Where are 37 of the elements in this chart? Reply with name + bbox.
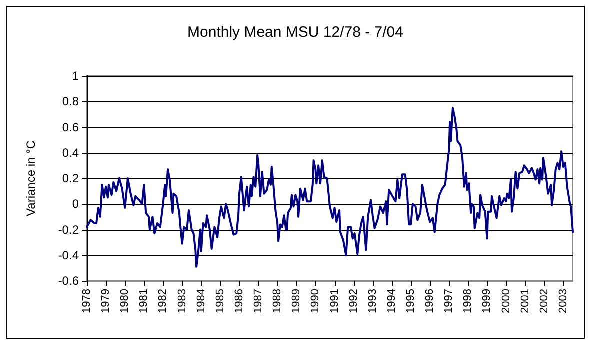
x-tick-label: 1992 bbox=[348, 289, 360, 314]
y-tick-label: 0.8 bbox=[62, 94, 80, 109]
x-tick-label: 1990 bbox=[310, 289, 322, 314]
x-tick-label: 1978 bbox=[81, 289, 93, 314]
y-tick-label: -0.4 bbox=[58, 248, 80, 262]
x-tick-label: 1982 bbox=[157, 289, 170, 314]
x-tick-label: 2002 bbox=[538, 289, 550, 314]
y-tick-label: -0.6 bbox=[58, 274, 80, 288]
x-tick-label: 1987 bbox=[252, 289, 265, 314]
chart-title: Monthly Mean MSU 12/78 - 7/04 bbox=[188, 24, 404, 41]
x-tick-label: 1979 bbox=[100, 289, 112, 314]
x-tick-label: 1991 bbox=[328, 289, 341, 314]
y-tick-label: 0.4 bbox=[62, 146, 80, 160]
y-tick-label: 0.6 bbox=[62, 120, 80, 134]
x-tick-label: 1983 bbox=[176, 289, 188, 314]
y-tick-label: 1 bbox=[72, 69, 80, 83]
x-tick-label: 1985 bbox=[214, 289, 226, 314]
x-tick-label: 1984 bbox=[195, 289, 208, 314]
x-tick-label: 1997 bbox=[443, 289, 456, 314]
x-tick-label: 1980 bbox=[119, 289, 132, 314]
x-tick-label: 1994 bbox=[386, 289, 398, 314]
x-tick-label: 1996 bbox=[424, 289, 436, 314]
y-tick-label: 0 bbox=[72, 197, 80, 212]
x-tick-label: 1989 bbox=[290, 289, 303, 314]
x-tick-label: 1999 bbox=[481, 289, 494, 314]
x-tick-label: 1986 bbox=[233, 289, 246, 314]
x-tick-label: 2000 bbox=[500, 289, 512, 314]
x-tick-label: 2001 bbox=[519, 289, 532, 314]
x-tick-label: 1981 bbox=[138, 289, 150, 314]
y-tick-label: -0.2 bbox=[58, 222, 80, 237]
y-tick-label: 0.2 bbox=[62, 172, 80, 186]
x-tick-label: 1988 bbox=[272, 289, 284, 314]
x-tick-label: 1995 bbox=[405, 289, 417, 314]
x-tick-label: 1998 bbox=[462, 289, 474, 314]
y-axis-title: Variance in °C bbox=[24, 140, 38, 216]
x-tick-label: 1993 bbox=[366, 289, 379, 314]
x-tick-label: 2003 bbox=[557, 289, 570, 314]
